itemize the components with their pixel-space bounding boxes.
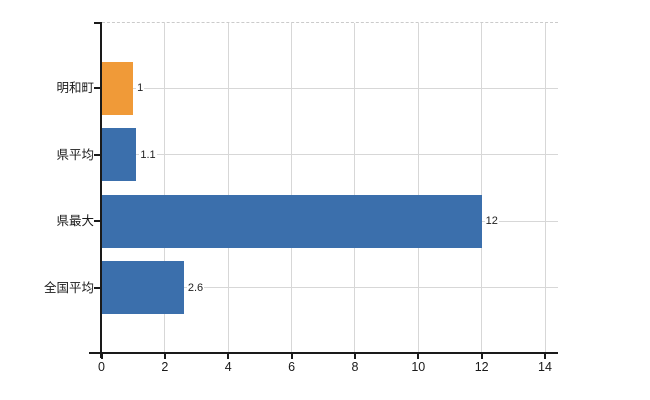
bar-value-label: 2.6 [186,281,205,294]
x-tick-label: 10 [411,360,426,374]
x-tick [227,354,230,359]
y-tick-label: 明和町 [56,81,94,95]
vertical-gridline [544,23,546,353]
horizontal-gridline [101,287,558,288]
x-tick [290,354,293,359]
x-tick-label: 8 [351,360,359,374]
x-tick [163,354,166,359]
x-axis-line [89,352,558,354]
vertical-gridline [227,23,229,353]
x-tick-label: 0 [98,360,105,374]
bar-value-label: 1 [136,82,145,94]
y-tick [94,220,102,222]
y-tick [94,87,102,89]
y-tick-label: 県平均 [56,147,94,162]
vertical-gridline [164,23,166,353]
x-tick [417,354,420,359]
bar-value-label: 1.1 [139,148,157,161]
x-tick-label: 6 [288,360,296,374]
vertical-gridline [417,23,419,353]
bar-value-label: 12 [484,215,499,227]
y-tick-label: 県最大 [56,214,94,228]
y-tick-label: 全国平均 [43,280,94,295]
vertical-gridline [481,23,483,353]
bar [102,128,137,181]
bar [102,261,184,314]
y-tick [94,153,102,156]
y-axis-end-tick [94,22,102,24]
vertical-gridline [354,23,356,353]
x-tick-label: 2 [161,360,169,374]
horizontal-gridline [101,87,558,89]
x-tick-label: 14 [538,360,552,374]
bar [102,61,134,115]
plot-top-border [101,22,558,23]
vertical-gridline [291,23,293,353]
x-tick [544,354,546,359]
y-axis-line [100,23,102,358]
x-tick-label: 12 [474,360,489,374]
x-tick [480,354,483,359]
bar [102,194,482,248]
x-tick [353,354,356,359]
x-tick [100,354,103,359]
horizontal-gridline [101,154,558,155]
y-tick [94,286,102,289]
x-tick-label: 4 [224,360,232,374]
